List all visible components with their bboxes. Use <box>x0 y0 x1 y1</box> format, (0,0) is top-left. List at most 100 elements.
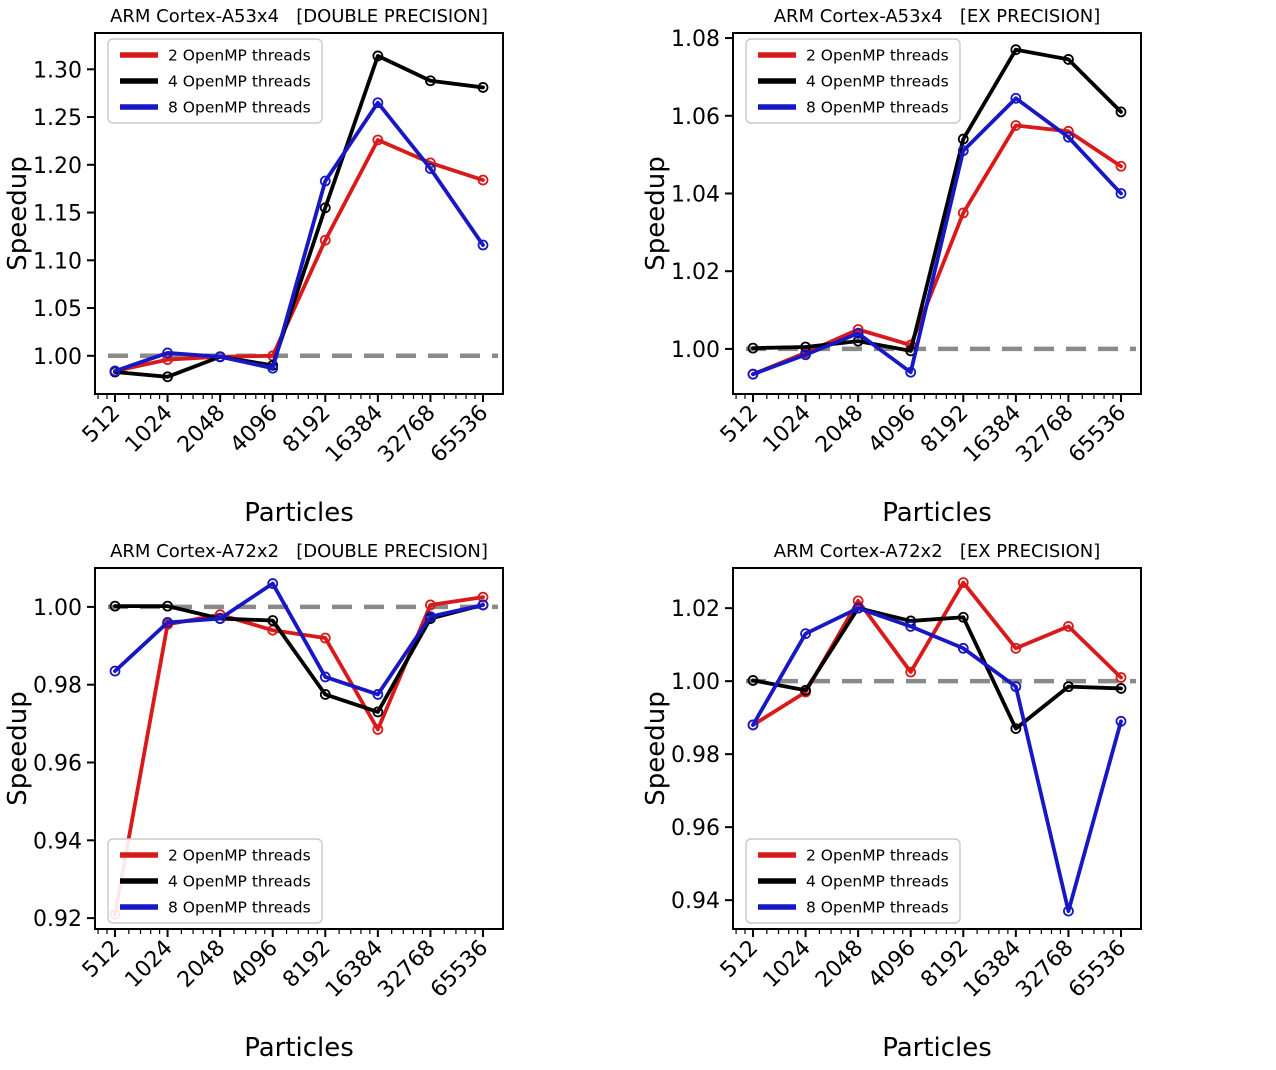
data-point-marker <box>800 628 811 640</box>
legend-box <box>107 38 323 124</box>
x-tick-label: 1024 <box>759 401 816 458</box>
x-tick-label: 512 <box>716 936 763 983</box>
x-axis-label: Particles <box>882 1033 992 1063</box>
data-point-marker <box>1115 672 1127 683</box>
y-tick-label: 1.20 <box>33 154 82 179</box>
data-point-marker <box>747 342 759 354</box>
x-tick-label: 32768 <box>373 936 440 1003</box>
data-point-marker <box>747 368 759 380</box>
data-point-marker <box>319 671 331 683</box>
x-tick-label: 512 <box>716 401 763 448</box>
y-tick-label: 1.10 <box>33 249 82 274</box>
data-point-marker <box>109 365 121 377</box>
legend-label: 8 OpenMP threads <box>806 899 949 917</box>
data-point-marker <box>267 578 279 589</box>
data-point-marker <box>162 600 173 612</box>
y-tick-label: 0.96 <box>671 816 720 841</box>
y-tick-label: 0.94 <box>671 889 720 914</box>
x-tick-label: 1024 <box>121 936 178 993</box>
y-axis-label: Speedup <box>3 691 33 806</box>
subplot-a72x2-double-precision: ARM Cortex-A72x2 [DOUBLE PRECISION] 0.92 0… <box>0 535 638 1070</box>
legend-label: 2 OpenMP threads <box>168 47 311 65</box>
y-tick-label: 1.00 <box>33 596 82 621</box>
y-tick-label: 0.98 <box>33 674 82 699</box>
legend: 2 OpenMP threads 4 OpenMP threads 8 OpenMP… <box>107 38 323 124</box>
y-tick-label: 1.00 <box>33 345 82 370</box>
data-point-marker <box>372 724 384 735</box>
plot-border <box>94 567 504 930</box>
data-point-marker <box>319 175 331 187</box>
data-point-marker <box>372 706 384 718</box>
data-point-marker <box>267 362 279 374</box>
data-point-marker <box>214 351 226 363</box>
series-line-6-threads <box>751 96 1123 377</box>
data-point-marker <box>372 50 384 62</box>
y-tick-label: 1.08 <box>671 27 720 52</box>
y-tick-label: 0.92 <box>33 907 82 932</box>
y-tick-label: 0.98 <box>671 743 720 768</box>
data-point-marker <box>747 675 759 686</box>
x-axis-label: Particles <box>244 498 354 528</box>
series-line-4-threads <box>751 47 1123 353</box>
data-point-marker <box>319 632 331 644</box>
y-tick-label: 1.30 <box>33 58 82 83</box>
data-point-marker <box>425 599 436 611</box>
y-axis-label: Speedup <box>641 691 671 806</box>
x-tick-label: 2048 <box>811 401 868 458</box>
data-point-marker <box>957 577 969 589</box>
legend-label: 4 OpenMP threads <box>806 873 949 891</box>
y-tick-label: 0.94 <box>33 829 82 854</box>
legend-box <box>107 838 323 924</box>
subplot-a53x4-double-precision: ARM Cortex-A53x4 [DOUBLE PRECISION] 1.00 1… <box>0 0 638 535</box>
series-line-6-threads <box>751 606 1123 914</box>
line-chart: ARM Cortex-A72x2 [EX PRECISION] 0.94 0.96 0… <box>641 541 1142 1063</box>
y-tick-label: 0.96 <box>33 752 82 777</box>
y-tick-label: 1.00 <box>671 670 720 695</box>
data-point-marker <box>319 202 331 214</box>
legend-label: 4 OpenMP threads <box>168 73 311 91</box>
x-tick-label: 16384 <box>321 936 388 1003</box>
line-chart: ARM Cortex-A72x2 [DOUBLE PRECISION] 0.92 0… <box>3 541 504 1063</box>
data-point-marker <box>477 82 489 93</box>
legend-label: 2 OpenMP threads <box>168 847 311 865</box>
x-tick-label: 32768 <box>1011 401 1078 468</box>
plot-border <box>732 32 1142 395</box>
data-point-marker <box>477 599 489 611</box>
data-point-marker <box>319 234 331 246</box>
y-tick-label: 1.04 <box>671 182 720 207</box>
y-axis-label: Speedup <box>3 156 33 271</box>
y-tick-label: 1.02 <box>671 260 720 285</box>
x-tick-label: 4096 <box>226 936 283 993</box>
x-tick-label: 32768 <box>1011 936 1078 1003</box>
x-tick-label: 65536 <box>426 936 493 1003</box>
legend-label: 8 OpenMP threads <box>806 99 949 117</box>
legend: 2 OpenMP threads 4 OpenMP threads 8 OpenMP… <box>107 838 323 924</box>
data-point-marker <box>905 666 917 678</box>
series-line-2-threads <box>751 580 1123 727</box>
data-point-marker <box>109 600 121 612</box>
x-tick-label: 4096 <box>864 936 921 993</box>
x-tick-label: 2048 <box>173 936 230 993</box>
data-point-marker <box>852 595 864 607</box>
x-tick-label: 1024 <box>759 936 816 993</box>
data-point-marker <box>1010 44 1022 56</box>
series-line-4-threads <box>751 606 1123 731</box>
x-tick-label: 2048 <box>811 936 868 993</box>
data-point-marker <box>852 327 864 339</box>
x-tick-label: 16384 <box>959 401 1026 468</box>
legend-label: 4 OpenMP threads <box>168 873 311 891</box>
data-point-marker <box>1010 681 1022 693</box>
data-point-marker <box>319 689 331 700</box>
data-point-marker <box>372 689 384 700</box>
data-point-marker <box>1010 120 1022 131</box>
x-tick-label: 4096 <box>864 401 921 458</box>
x-axis-label: Particles <box>882 498 992 528</box>
data-point-marker <box>1063 681 1074 693</box>
legend-box <box>745 838 961 924</box>
legend: 2 OpenMP threads 4 OpenMP threads 8 OpenMP… <box>745 38 961 124</box>
x-tick-label: 65536 <box>1064 936 1131 1003</box>
data-point-marker <box>957 642 969 654</box>
data-point-marker <box>800 684 811 696</box>
chart-title: ARM Cortex-A72x2 [EX PRECISION] <box>774 541 1101 562</box>
y-tick-label: 1.06 <box>671 105 720 130</box>
